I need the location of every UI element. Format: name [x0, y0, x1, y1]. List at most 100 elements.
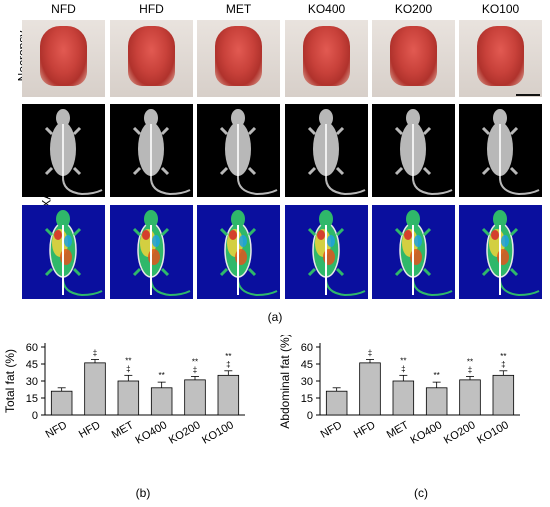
dissected-rat [128, 26, 175, 86]
significance-marker: ** [192, 357, 198, 366]
bar-ko200 [459, 379, 481, 416]
color-image-ko200 [372, 205, 455, 299]
y-tick-label: 0 [32, 410, 38, 422]
bar-hfd [84, 362, 106, 416]
column-header-met: MET [225, 2, 252, 16]
rat-scan-figure [394, 210, 453, 297]
dexa-image-nfd [22, 104, 105, 197]
y-axis-label: Total fat (%) [3, 349, 17, 413]
category-label: KO100 [200, 419, 236, 447]
row-label-dexa: Live DEXA images [39, 150, 54, 250]
photo-image-hfd [110, 20, 193, 97]
significance-marker: ‡ [93, 348, 97, 357]
dissected-rat [40, 26, 87, 86]
rat-scan-figure [44, 109, 103, 196]
rat-scan-figure [481, 210, 540, 297]
dissected-rat [390, 26, 437, 86]
category-label: KO400 [134, 419, 170, 447]
color-image-ko100 [459, 205, 542, 299]
bar-ko100 [217, 374, 240, 416]
rat-scan-figure [394, 109, 453, 196]
photo-image-met [197, 20, 280, 97]
color-image-ko400 [285, 205, 368, 299]
dexa-image-ko200 [372, 104, 455, 197]
significance-marker: ** [467, 357, 473, 366]
significance-marker: ** [400, 356, 406, 365]
category-label: MET [385, 419, 411, 441]
rat-scan-figure [219, 210, 278, 297]
significance-marker: ** [434, 371, 440, 380]
rat-scan-figure [219, 109, 278, 196]
significance-marker: ‡ [468, 365, 472, 374]
category-label: NFD [319, 419, 345, 441]
column-header-nfd: NFD [51, 2, 76, 16]
panel-label-a: (a) [267, 310, 283, 324]
bar-hfd [359, 362, 381, 416]
photo-image-ko200 [372, 20, 455, 97]
color-image-hfd [110, 205, 193, 299]
y-tick-label: 15 [26, 393, 38, 405]
dissected-rat [215, 26, 262, 86]
significance-marker: ** [225, 352, 231, 361]
category-label: KO200 [167, 419, 203, 447]
bar-ko400 [150, 387, 173, 416]
y-tick-label: 30 [26, 376, 38, 388]
bar-met [392, 380, 415, 416]
category-label: MET [110, 419, 136, 441]
photo-image-ko100 [459, 20, 542, 97]
column-header-ko200: KO200 [394, 2, 433, 16]
color-image-nfd [22, 205, 105, 299]
rat-scan-figure [307, 109, 366, 196]
significance-marker: ‡ [193, 365, 197, 374]
rat-scan-figure [307, 210, 366, 297]
bar-ko200 [184, 379, 206, 416]
panel-label-c: (c) [414, 486, 428, 500]
color-image-met [197, 205, 280, 299]
y-tick-label: 60 [26, 342, 38, 354]
significance-marker: ‡ [126, 364, 130, 373]
column-header-ko100: KO100 [481, 2, 520, 16]
dexa-image-ko100 [459, 104, 542, 197]
significance-marker: ** [125, 356, 131, 365]
significance-marker: ** [500, 352, 506, 361]
category-label: HFD [77, 419, 103, 441]
category-label: HFD [352, 419, 378, 441]
bar-nfd [50, 390, 73, 416]
significance-marker: ‡ [226, 360, 230, 369]
category-label: KO200 [442, 419, 478, 447]
row-label-necropsy: Necropsy [0, 31, 29, 82]
dexa-image-met [197, 104, 280, 197]
photo-image-nfd [22, 20, 105, 97]
category-label: NFD [44, 419, 70, 441]
y-tick-label: 0 [307, 410, 313, 422]
rat-scan-figure [481, 109, 540, 196]
bar-ko100 [492, 374, 515, 416]
dexa-image-ko400 [285, 104, 368, 197]
y-tick-label: 45 [26, 359, 38, 371]
significance-marker: ** [159, 371, 165, 380]
significance-marker: ‡ [501, 360, 505, 369]
bar-ko400 [425, 387, 448, 416]
photo-image-ko400 [285, 20, 368, 97]
y-tick-label: 30 [301, 376, 313, 388]
dexa-image-hfd [110, 104, 193, 197]
panel-label-b: (b) [135, 486, 151, 500]
y-tick-label: 15 [301, 393, 313, 405]
rat-scan-figure [44, 210, 103, 297]
bar-met [117, 380, 140, 416]
y-axis-label: Abdominal fat (%) [278, 335, 292, 429]
rat-scan-figure [132, 210, 191, 297]
y-tick-label: 60 [301, 342, 313, 354]
dissected-rat [477, 26, 524, 86]
bar-nfd [325, 390, 348, 416]
column-header-ko400: KO400 [307, 2, 346, 16]
significance-marker: ‡ [401, 364, 405, 373]
dissected-rat [303, 26, 350, 86]
rat-scan-figure [132, 109, 191, 196]
scale-bar [516, 94, 540, 96]
category-label: KO400 [409, 419, 445, 447]
column-header-hfd: HFD [139, 2, 164, 16]
significance-marker: ‡ [368, 348, 372, 357]
